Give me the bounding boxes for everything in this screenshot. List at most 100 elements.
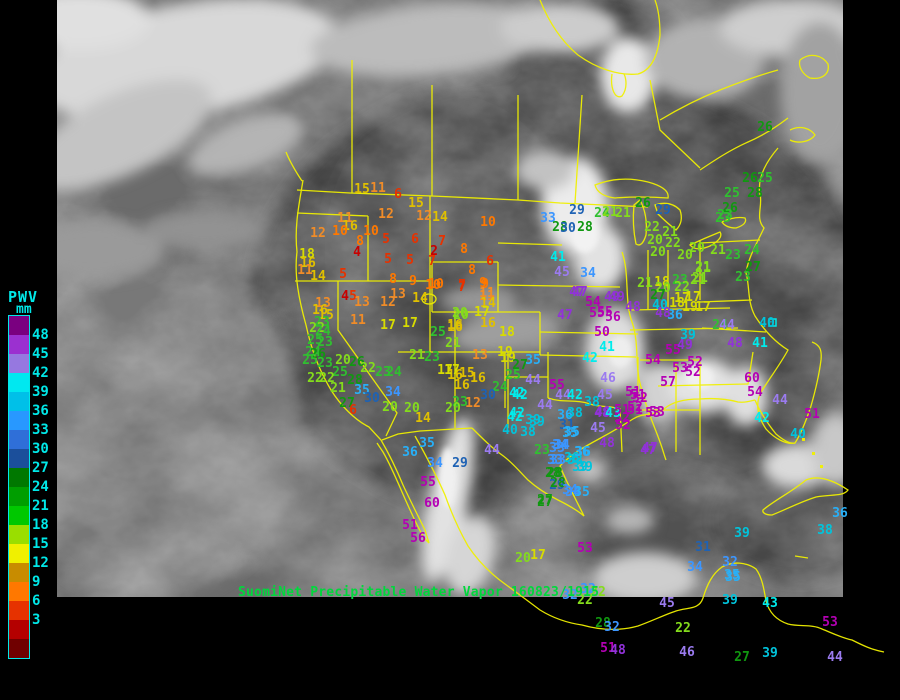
station-value: 48 [727,336,743,351]
station-value: 8 [389,272,397,287]
station-value: 48 [599,436,615,451]
station-value: 47 [640,443,656,458]
legend-swatch [9,582,29,601]
station-value: 29 [549,478,565,493]
station-value: 22 [309,321,325,336]
station-value: 11 [370,181,386,196]
station-value: 10 [480,215,496,230]
station-value: 32 [562,588,578,603]
station-value: 13 [354,295,370,310]
station-value: 52 [685,365,701,380]
station-value: 49 [677,338,693,353]
station-value: 7 [438,234,446,249]
legend-label: 39 [32,384,49,400]
station-value: 22 [644,220,660,235]
station-value: 7 [428,254,436,269]
station-value: 35 [724,568,740,583]
station-value: 39 [680,328,696,343]
station-value: 15 [354,182,370,197]
station-value: 47 [642,441,658,456]
station-value: 40 [652,298,668,313]
station-value: 23 [717,208,733,223]
station-value: 16 [470,371,486,386]
legend-swatch [9,525,29,544]
station-value: 25 [430,325,446,340]
station-value: 38 [817,523,833,538]
station-value: 14 [432,210,448,225]
station-value: 55 [665,343,681,358]
station-value: 48 [610,643,626,658]
station-value: 55 [589,306,605,321]
station-value: 16 [447,320,463,335]
station-value: 28 [577,220,593,235]
legend-label: 27 [32,460,49,476]
station-value: 28 [550,476,566,491]
station-value: 35 [525,353,541,368]
station-value: 45 [554,265,570,280]
station-value: 27 [339,396,355,411]
station-value: 10 [363,224,379,239]
station-value: 25 [724,186,740,201]
station-value: 16 [480,316,496,331]
station-value: 5 [384,252,392,267]
station-value: 44 [484,443,500,458]
station-value: 20 [452,306,468,321]
station-value: 45 [590,421,606,436]
station-value: 53 [672,361,688,376]
station-marker [768,318,777,327]
station-value: 35 [419,436,435,451]
station-value: 14 [415,411,431,426]
station-value: 12 [416,209,432,224]
station-value: 21 [710,243,726,258]
station-value: 28 [545,466,561,481]
station-value: 26 [722,201,738,216]
station-value: 24 [594,206,610,221]
station-value: 36 [402,445,418,460]
station-value: 19 [500,351,516,366]
station-value: 24 [315,324,331,339]
station-value: 17 [695,300,711,315]
station-value: 44 [719,318,735,333]
station-value: 18 [499,325,515,340]
station-value: 20 [453,308,469,323]
station-value: 19 [497,345,513,360]
legend-label: 15 [32,536,49,552]
station-value: 18 [669,296,685,311]
station-value: 23 [725,248,741,263]
station-value: 34 [687,560,703,575]
station-value: 15 [408,196,424,211]
station-value: 22 [665,236,681,251]
station-value: 11 [297,263,313,278]
station-value: 27 [512,358,528,373]
station-value: 22 [675,621,691,636]
legend-label: 30 [32,441,49,457]
station-value: 35 [725,570,741,585]
station-value: 42 [512,388,528,403]
legend-label: 36 [32,403,49,419]
station-value: 53 [645,406,661,421]
station-value: 51 [614,403,630,418]
station-value: 26 [742,171,758,186]
station-value: 11 [479,289,495,304]
station-value: 6 [349,403,357,418]
station-value: 42 [509,406,525,421]
station-value: 17 [530,548,546,563]
legend-swatch [9,639,29,658]
station-value: 29 [569,203,585,218]
station-value: 40 [759,316,775,331]
station-value: 11 [337,211,353,226]
station-value: 39 [529,415,545,430]
station-value: 21 [637,276,653,291]
station-value: 10 [428,277,444,292]
station-value: 36 [832,506,848,521]
station-value: 21 [445,336,461,351]
station-value: 34 [385,385,401,400]
station-value: 22 [307,371,323,386]
station-value: 16 [447,368,463,383]
station-value: 24 [492,380,508,395]
station-value: 47 [572,285,588,300]
station-value: 30 [480,388,496,403]
station-value: 50 [594,325,610,340]
station-value: 49 [609,290,625,305]
station-value: 21 [409,348,425,363]
